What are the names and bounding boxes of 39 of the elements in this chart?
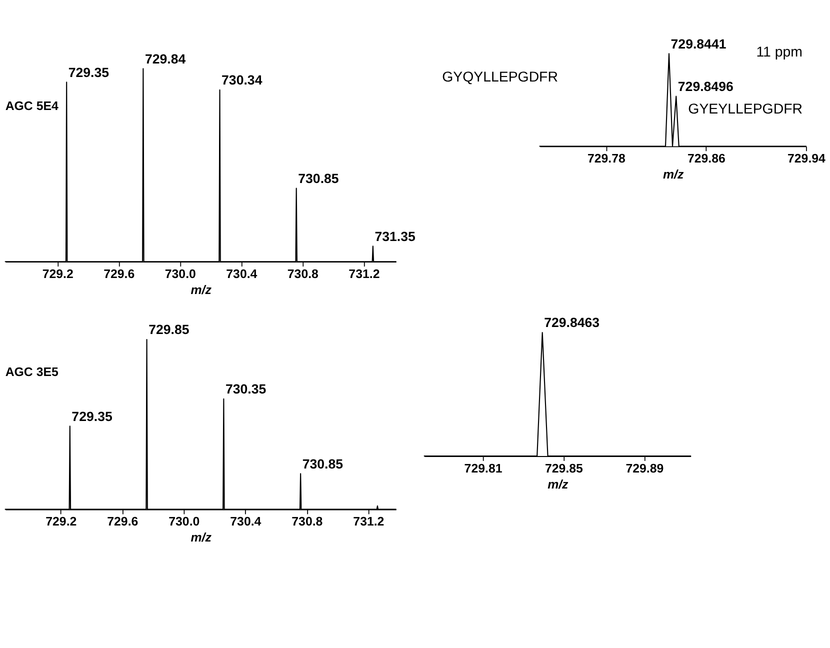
x-axis-title: m/z: [548, 477, 570, 492]
annotation: 731.35: [374, 228, 416, 244]
x-tick-label: 730.8: [287, 267, 319, 282]
x-tick-label: 729.85: [544, 461, 584, 476]
annotation: 729.84: [144, 51, 186, 66]
annotation: 730.34: [222, 72, 263, 88]
annotation: AGC 5E4: [5, 98, 59, 113]
x-axis-title: m/z: [190, 530, 212, 545]
x-tick-label: 729.86: [687, 152, 726, 166]
annotation: 730.85: [298, 170, 340, 186]
annotation: GYQYLLEPGDFR: [442, 69, 558, 86]
x-tick-label: 729.78: [587, 152, 626, 166]
annotation: 729.8441: [670, 36, 727, 52]
x-tick-label: 729.89: [626, 461, 664, 476]
annotation: GYEYLLEPGDFR: [688, 101, 802, 118]
x-tick-label: 730.4: [226, 267, 258, 282]
x-tick-label: 731.2: [348, 267, 380, 282]
x-tick-label: 729.94: [788, 152, 826, 166]
annotation: 729.8463: [544, 315, 600, 330]
x-tick-label: 730.4: [230, 514, 262, 529]
x-tick-label: 729.81: [464, 461, 502, 476]
x-tick-label: 730.8: [292, 514, 323, 529]
x-tick-label: 729.2: [46, 514, 77, 529]
x-axis-title: m/z: [190, 283, 212, 298]
annotation: 729.8496: [678, 78, 734, 94]
annotation: 729.35: [72, 408, 113, 424]
x-tick-label: 731.2: [353, 514, 384, 529]
x-tick-label: 730.0: [164, 267, 196, 282]
annotation: 11 ppm: [756, 44, 802, 61]
annotation: 730.85: [302, 456, 344, 472]
x-tick-label: 729.6: [104, 267, 135, 282]
x-tick-label: 730.0: [168, 514, 200, 529]
annotation: 729.85: [148, 322, 190, 338]
x-tick-label: 729.6: [107, 514, 138, 529]
x-axis-title: m/z: [662, 168, 684, 182]
annotation: AGC 3E5: [5, 365, 59, 380]
annotation: 729.35: [68, 64, 110, 80]
x-tick-label: 729.2: [42, 267, 74, 282]
annotation: 730.35: [225, 382, 267, 397]
